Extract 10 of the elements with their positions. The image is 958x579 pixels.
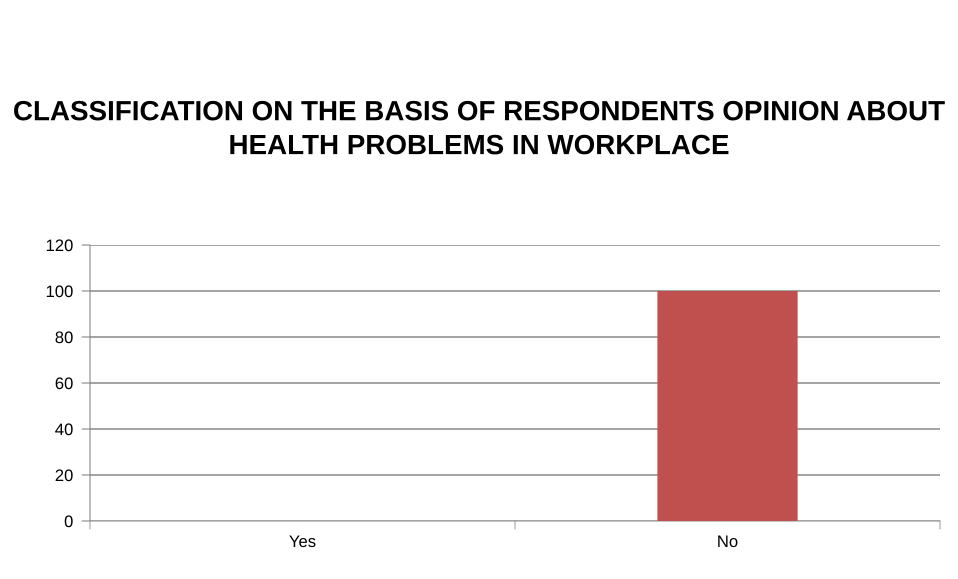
y-tick-label: 0 <box>64 515 73 528</box>
y-tick-label: 100 <box>46 285 73 298</box>
y-tick-label: 120 <box>46 239 73 252</box>
y-tick-label: 20 <box>56 469 73 482</box>
y-tick-label: 60 <box>56 377 73 390</box>
x-tick-label: No <box>718 536 738 548</box>
chart-title: CLASSIFICATION ON THE BASIS OF RESPONDENTS OPINION ABOUT HEALTH PROBLEMS IN WORKPLACE <box>14 100 945 154</box>
y-tick-label: 80 <box>56 331 73 344</box>
y-tick-label: 40 <box>55 423 73 436</box>
x-tick-label: Yes <box>289 536 316 548</box>
